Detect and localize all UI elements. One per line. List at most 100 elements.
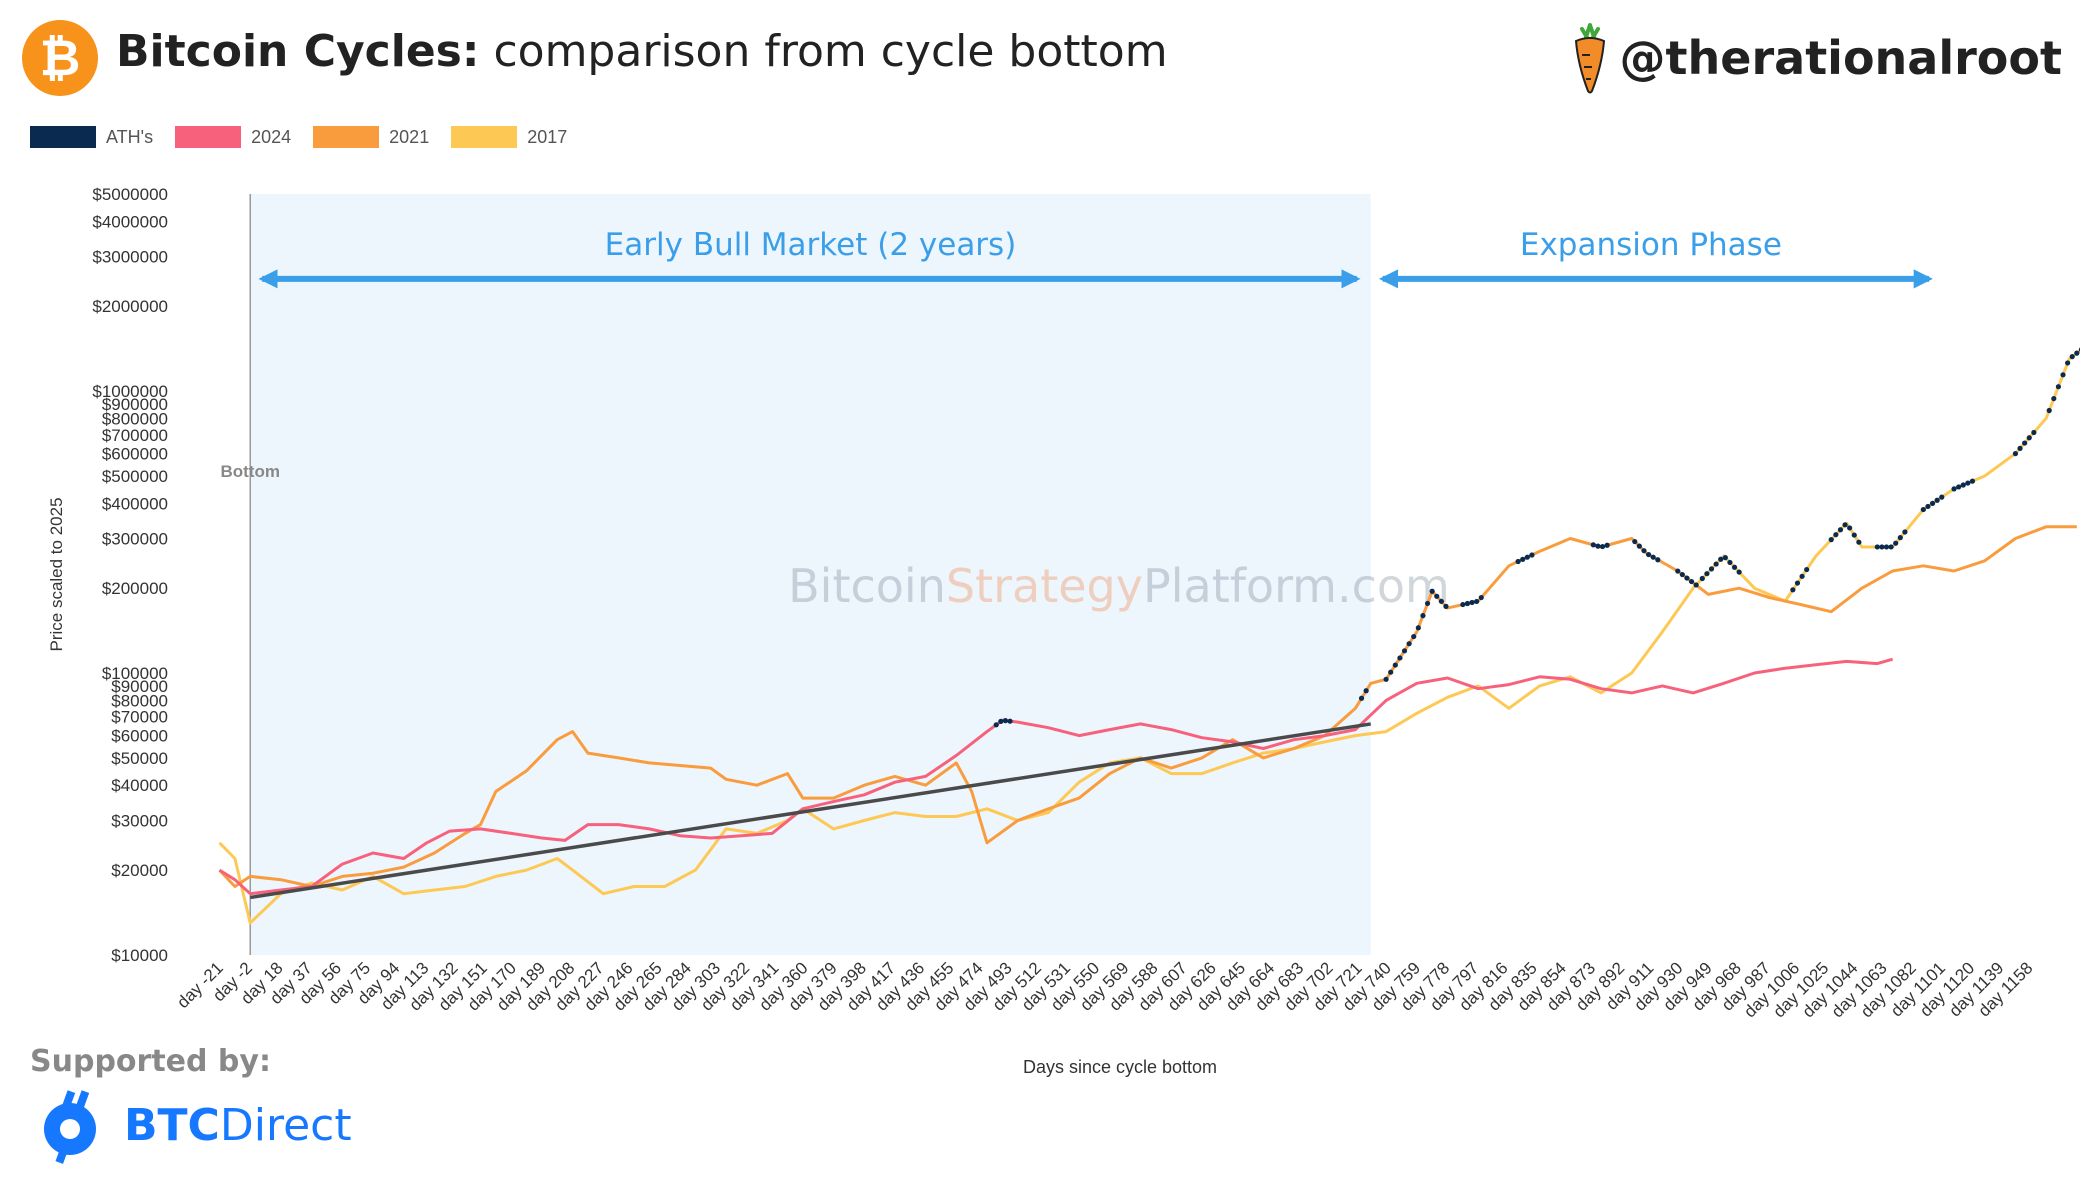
ath-marker [1469,599,1475,606]
ath-marker [1679,571,1685,578]
ath-marker [1438,598,1444,604]
ath-marker [1920,506,1926,513]
legend-item-2017[interactable]: 2017 [451,126,567,148]
series-line-2024 [218,657,1894,896]
ath-marker [1699,575,1705,582]
phase-shading-layer [250,194,1371,955]
ath-marker [1406,641,1412,647]
trendline [249,722,1372,900]
ath-marker [1856,539,1862,545]
ath-marker [2065,360,2071,366]
ath-marker [1383,676,1389,682]
ath-marker [1515,558,1521,565]
x-axis-title: Days since cycle bottom [1023,1057,1217,1077]
ath-marker [1713,561,1719,567]
ath-marker [1388,669,1394,675]
y-tick-label: $4000000 [92,212,168,231]
legend-item-2021[interactable]: 2021 [313,126,429,148]
ath-marker [1363,688,1369,694]
ath-marker [1429,588,1435,594]
ath-marker [1684,575,1690,581]
y-tick-label: $3000000 [92,248,168,267]
y-tick-label: $1000000 [92,382,168,401]
ath-marker [1595,543,1601,549]
ath-marker [2031,429,2037,436]
author-handle: @therationalroot [1568,20,2062,96]
watermark-part-2: Strategy [946,559,1143,613]
ath-marker [1411,633,1417,640]
ath-marker [1434,593,1440,599]
y-tick-label: $30000 [111,811,168,830]
ath-marker [1358,695,1365,701]
ath-marker [1925,503,1931,510]
ath-marker [2051,395,2057,402]
ath-marker [1641,548,1647,554]
ath-marker [1893,540,1899,546]
legend-item-2024[interactable]: 2024 [175,126,291,148]
ath-marker [1790,587,1796,593]
ath-marker [1847,525,1853,531]
sponsor-logo[interactable]: BTCDirect [36,1085,352,1165]
legend-item-ath[interactable]: ATH's [30,126,153,148]
ath-marker [2017,445,2023,451]
ath-marker [1837,527,1844,533]
ath-marker [1636,543,1642,549]
y-axis-title: Price scaled to 2025 [47,497,66,651]
ath-marker [1708,566,1715,572]
carrot-icon [1574,23,1605,94]
ath-markers-layer [993,347,2080,728]
annotation-layer: Early Bull Market (2 years) Expansion Pha… [220,227,1933,481]
page-title: Bitcoin Cycles: comparison from cycle bo… [116,26,1168,77]
ath-marker [1951,486,1957,492]
bitcoin-cycles-chart: BitcoinStrategyPlatform.com $10000 $20000… [47,185,2080,1077]
y-tick-label: $500000 [102,467,168,486]
ath-marker [1731,564,1738,570]
ath-marker [1934,497,1940,503]
ath-marker [2074,350,2080,356]
chart-legend: ATH's 2024 2021 2017 [30,126,589,148]
expansion-phase-label: Expansion Phase [1520,227,1782,263]
early-bull-shading [250,194,1371,955]
y-tick-label: $90000 [111,677,168,696]
ath-marker [1420,613,1426,619]
ath-marker [1599,543,1606,550]
ath-marker [1688,578,1695,585]
ath-marker [2069,354,2075,360]
ath-marker [1722,555,1728,561]
ath-marker [1828,537,1834,543]
ath-marker [1799,573,1805,579]
ath-marker [1888,544,1894,550]
ath-marker [1415,625,1421,631]
ath-marker [1529,552,1535,558]
ath-marker [1704,571,1710,577]
btcdirect-logo-icon [44,1090,96,1164]
y-tick-label: $900000 [102,395,168,414]
y-tick-label: $10000 [111,946,168,965]
ath-marker [1397,655,1403,661]
y-tick-label: $200000 [102,579,168,598]
ath-marker [1965,480,1971,486]
sponsor-name-bold: BTC [124,1099,220,1151]
ath-marker [1007,718,1013,724]
ath-marker [1804,566,1810,573]
ath-marker [1645,551,1652,558]
ath-marker [1842,522,1848,528]
ath-marker [1727,559,1733,566]
legend-swatch [30,126,96,148]
legend-label: 2021 [389,126,430,147]
legend-label: ATH's [106,126,154,147]
y-tick-label: $80000 [111,691,168,710]
header: ₿ Bitcoin Cycles: comparison from cycle … [0,0,2080,120]
ath-marker [1478,594,1484,601]
legend-swatch [451,126,518,148]
y-tick-label: $20000 [111,861,168,880]
ath-marker [1794,580,1801,586]
ath-marker [1718,556,1724,562]
ath-marker [1002,718,1009,724]
series-line-2021 [218,525,2077,888]
y-tick-label: $700000 [102,426,168,445]
title-rest: comparison from cycle bottom [493,26,1168,77]
ath-marker [1464,600,1471,607]
legend-label: 2024 [251,126,292,147]
ath-marker [1474,598,1480,605]
